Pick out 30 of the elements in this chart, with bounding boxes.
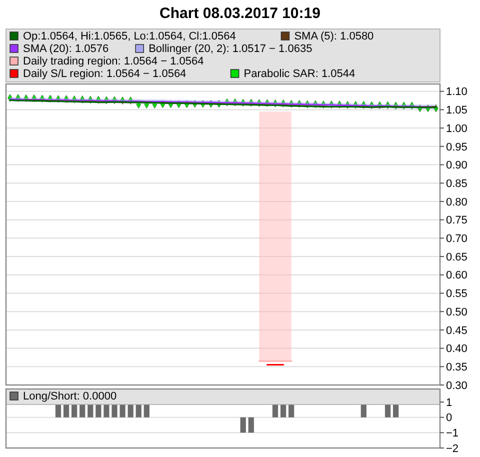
y-tick-label: 0 xyxy=(446,412,452,424)
y-tick-label: 0.80 xyxy=(446,196,468,208)
y-tick-label: −1 xyxy=(446,428,459,440)
y-tick-label: 1.00 xyxy=(446,122,468,135)
y-tick-label: 0.30 xyxy=(446,380,468,392)
legend-label: SMA (5): 1.0580 xyxy=(294,30,374,42)
y-tick-label: 0.40 xyxy=(446,343,468,356)
legend-label: Daily trading region: 1.0564 − 1.0564 xyxy=(23,56,204,68)
legend-label: SMA (20): 1.0576 xyxy=(23,43,109,55)
y-tick-label: 1.10 xyxy=(446,86,468,98)
y-tick-label: 0.85 xyxy=(446,178,468,190)
chart-title: Chart 08.03.2017 10:19 xyxy=(160,5,320,22)
y-tick-label: 0.50 xyxy=(446,306,468,318)
legend-label: Op:1.0564, Hi:1.0565, Lo:1.0564, Cl:1.0564 xyxy=(23,30,236,42)
y-tick-label: 1 xyxy=(446,396,452,409)
y-tick-label: 0.55 xyxy=(446,288,468,300)
legend-label: Parabolic SAR: 1.0544 xyxy=(244,68,356,80)
y-tick-label: −2 xyxy=(446,442,459,455)
legend-label: Daily S/L region: 1.0564 − 1.0564 xyxy=(23,68,186,80)
y-tick-label: 0.60 xyxy=(446,270,468,282)
legend-label: Bollinger (20, 2): 1.0517 − 1.0635 xyxy=(148,43,312,55)
y-tick-label: 0.95 xyxy=(446,141,468,154)
y-tick-label: 0.45 xyxy=(446,324,468,337)
y-tick-label: 0.65 xyxy=(446,251,468,264)
y-tick-label: 1.05 xyxy=(446,104,468,117)
y-tick-label: 0.35 xyxy=(446,361,468,374)
y-tick-label: 0.75 xyxy=(446,214,468,227)
y-tick-label: 0.70 xyxy=(446,233,468,246)
legend-label: Long/Short: 0.0000 xyxy=(23,390,117,402)
y-tick-label: 0.90 xyxy=(446,160,468,172)
